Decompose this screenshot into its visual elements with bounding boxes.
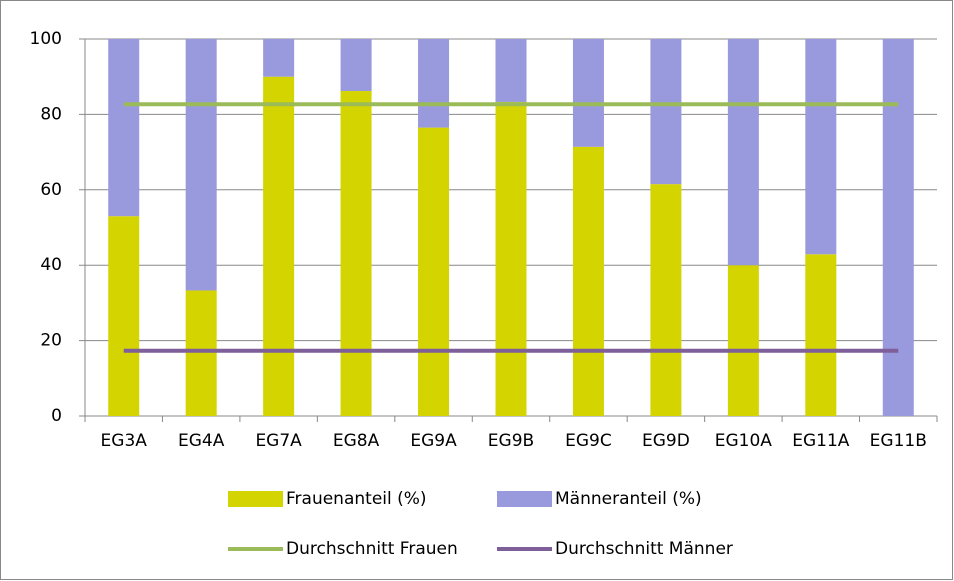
y-tick-label: 100	[30, 29, 62, 49]
bar	[727, 265, 759, 416]
bar	[185, 39, 217, 291]
y-tick-label: 40	[40, 255, 62, 275]
x-tick-label: EG9D	[642, 431, 690, 451]
x-tick-label: EG11B	[870, 431, 927, 451]
bar	[340, 91, 372, 416]
bar	[650, 184, 682, 416]
bar	[340, 39, 372, 92]
bar	[727, 39, 759, 266]
x-tick-label: EG4A	[178, 431, 225, 451]
legend-label: Männeranteil (%)	[555, 489, 702, 509]
x-tick-label: EG9C	[565, 431, 612, 451]
x-tick-label: EG11A	[792, 431, 850, 451]
x-tick-label: EG9A	[410, 431, 457, 451]
y-tick-label: 20	[40, 331, 62, 351]
bar	[882, 39, 914, 416]
bar	[108, 216, 140, 416]
bar	[185, 290, 217, 416]
bar	[108, 39, 140, 217]
y-tick-label: 60	[40, 180, 62, 200]
y-tick-label: 80	[40, 104, 62, 124]
bar	[805, 254, 837, 416]
bar	[572, 39, 604, 147]
bar	[418, 127, 450, 416]
legend-swatch	[497, 491, 552, 507]
bar	[572, 146, 604, 416]
y-tick-label: 0	[51, 406, 62, 426]
legend-swatch	[228, 491, 283, 507]
bar	[495, 101, 527, 417]
x-tick-label: EG3A	[101, 431, 148, 451]
x-tick-label: EG7A	[255, 431, 302, 451]
bar	[263, 39, 295, 77]
bar	[418, 39, 450, 128]
bar	[263, 76, 295, 416]
bar	[650, 39, 682, 185]
x-tick-label: EG8A	[333, 431, 380, 451]
bar	[495, 39, 527, 102]
legend-label: Durchschnitt Frauen	[286, 539, 458, 559]
x-tick-label: EG9B	[488, 431, 534, 451]
legend-label: Durchschnitt Männer	[555, 539, 733, 559]
bar	[805, 39, 837, 255]
x-tick-label: EG10A	[715, 431, 773, 451]
legend-label: Frauenanteil (%)	[286, 489, 427, 509]
